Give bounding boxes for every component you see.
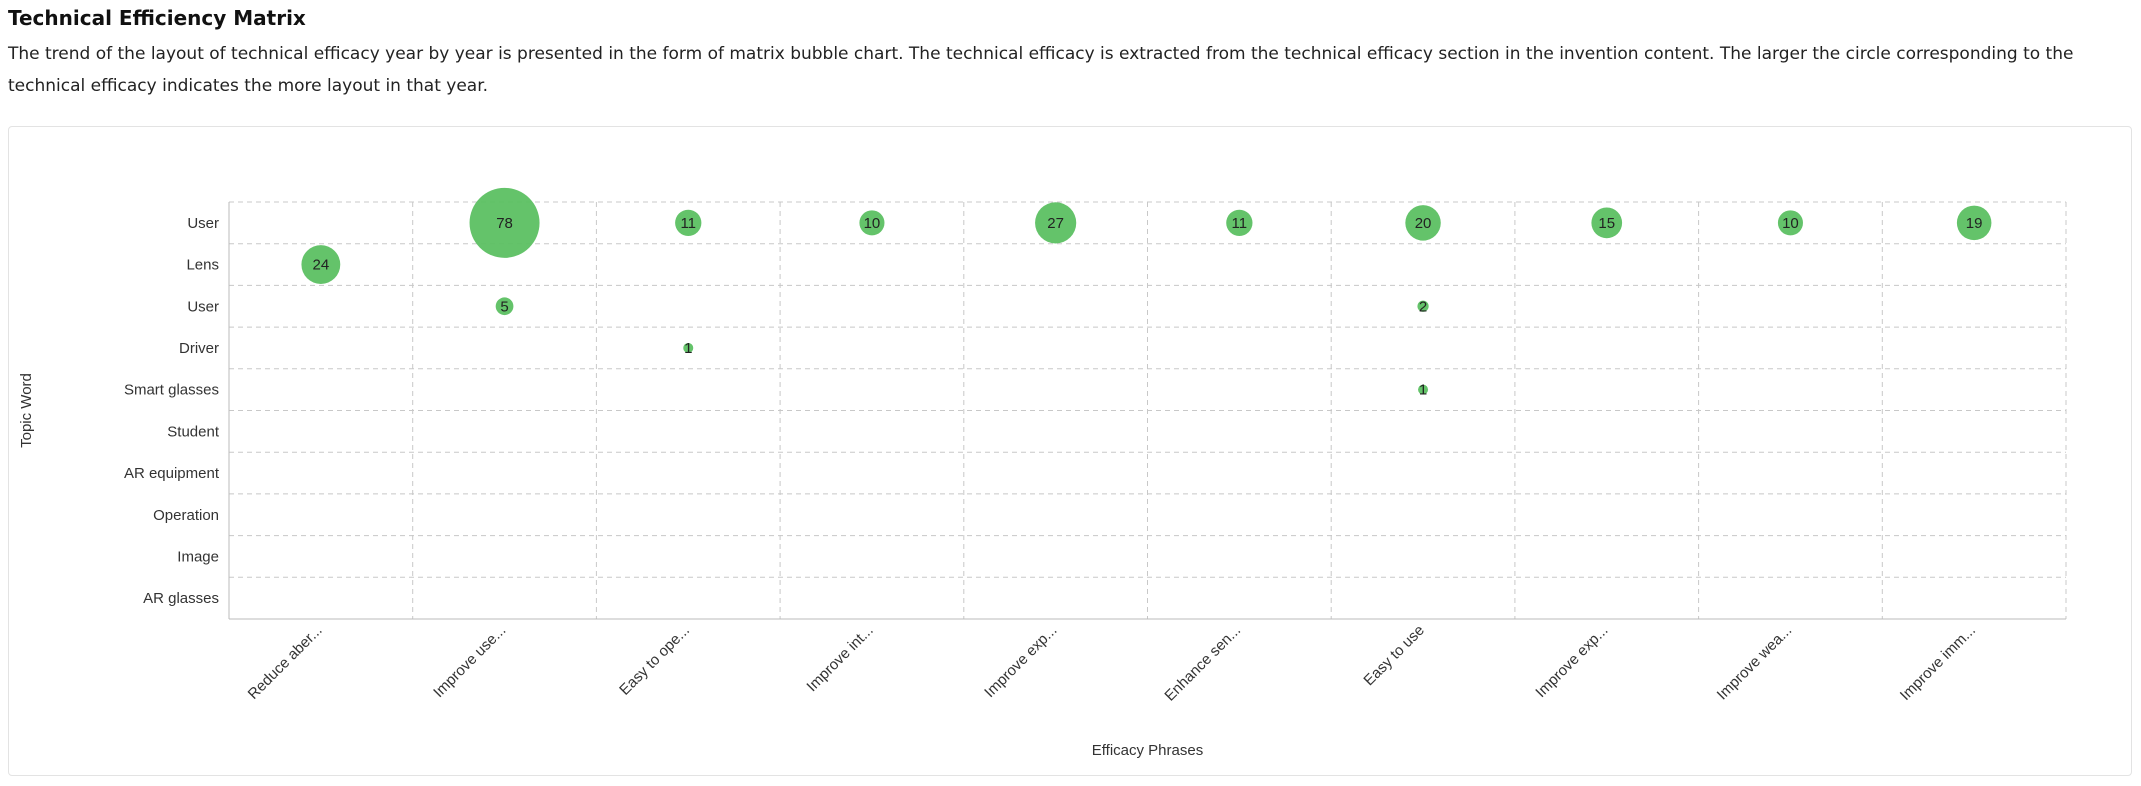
- y-axis-title: Topic Word: [18, 373, 35, 448]
- bubble-value-label: 78: [496, 215, 513, 232]
- y-tick-label: Image: [177, 548, 219, 565]
- x-tick-label: Easy to ope...: [616, 622, 693, 699]
- y-tick-label: AR glasses: [143, 590, 219, 607]
- x-axis-title: Efficacy Phrases: [1092, 742, 1203, 759]
- grid: [229, 202, 2066, 619]
- bubble: 15: [1591, 208, 1622, 239]
- y-tick-label: Operation: [153, 507, 219, 524]
- bubble-value-label: 24: [313, 257, 330, 274]
- page-title: Technical Efficiency Matrix: [8, 4, 2128, 32]
- bubble: 24: [301, 245, 340, 284]
- bubble-value-label: 27: [1047, 215, 1064, 232]
- x-tick-label: Improve wea...: [1714, 622, 1796, 704]
- bubble-value-label: 20: [1415, 215, 1432, 232]
- bubble: 1: [683, 340, 693, 357]
- bubble-value-label: 19: [1966, 215, 1983, 232]
- bubble-value-label: 10: [1782, 215, 1799, 232]
- bubble: 11: [675, 210, 701, 236]
- y-tick-label: Student: [167, 423, 220, 440]
- bubble-value-label: 1: [684, 340, 692, 357]
- header: Technical Efficiency Matrix The trend of…: [8, 4, 2128, 102]
- y-tick-label: User: [187, 215, 219, 232]
- page-description: The trend of the layout of technical eff…: [8, 38, 2128, 102]
- bubble-value-label: 2: [1419, 298, 1427, 315]
- x-tick-label: Improve exp...: [981, 622, 1060, 701]
- bubble-value-label: 15: [1598, 215, 1615, 232]
- x-tick-label: Improve imm...: [1897, 622, 1979, 704]
- bubble-value-label: 1: [1419, 382, 1427, 399]
- bubble: 20: [1405, 205, 1440, 240]
- bubble-value-label: 11: [1232, 215, 1248, 232]
- x-tick-label: Improve use...: [430, 622, 509, 701]
- x-tick-label: Improve exp...: [1532, 622, 1611, 701]
- bubble: 27: [1035, 202, 1076, 243]
- bubble: 19: [1957, 206, 1992, 241]
- bubble-matrix-chart: User Lens User Driver Smart glasses Student AR…: [9, 127, 2131, 775]
- y-tick-label: Driver: [179, 340, 219, 357]
- y-tick-label: Smart glasses: [124, 382, 219, 399]
- bubble-value-label: 5: [500, 298, 508, 315]
- x-tick-label: Improve int...: [803, 622, 876, 695]
- bubble: 78: [470, 188, 540, 258]
- y-tick-label: Lens: [186, 257, 219, 274]
- x-tick-label: Enhance sen...: [1161, 622, 1244, 705]
- bubble-value-label: 10: [864, 215, 881, 232]
- bubble: 5: [496, 297, 514, 315]
- bubble: 11: [1226, 210, 1252, 236]
- bubble: 1: [1418, 382, 1428, 399]
- x-tick-label: Easy to use: [1360, 622, 1427, 689]
- bubble: 10: [1778, 210, 1803, 235]
- bubble-value-label: 11: [680, 215, 696, 232]
- x-tick-label: Reduce aber...: [245, 622, 326, 703]
- bubble: 10: [859, 210, 884, 235]
- bubble: 2: [1417, 298, 1428, 315]
- chart-card: User Lens User Driver Smart glasses Student AR…: [8, 126, 2132, 776]
- y-tick-label: AR equipment: [124, 465, 220, 482]
- y-tick-label: User: [187, 298, 219, 315]
